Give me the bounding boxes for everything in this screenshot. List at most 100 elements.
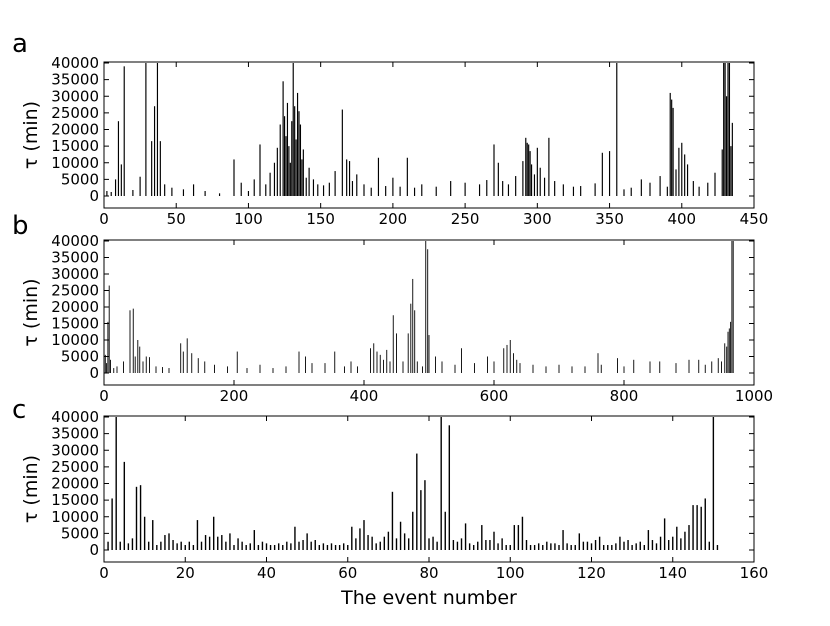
bar (698, 359, 700, 373)
y-tick-label: 0 (89, 187, 99, 205)
bar (692, 505, 694, 550)
bar (633, 359, 635, 373)
bar (731, 241, 733, 373)
bar (299, 124, 302, 196)
bar (672, 536, 674, 550)
y-tick-label: 20000 (51, 298, 99, 316)
bar (623, 366, 625, 373)
bar (427, 249, 429, 373)
bar (536, 147, 538, 196)
bar (330, 543, 333, 550)
bar (615, 543, 617, 550)
bar (110, 359, 111, 373)
bar (139, 176, 141, 196)
bar (546, 541, 548, 550)
bar (412, 511, 414, 550)
bar (578, 533, 581, 551)
bar (168, 368, 170, 373)
bar (110, 192, 112, 196)
bar (728, 328, 730, 373)
bar (529, 151, 531, 196)
bar (698, 186, 700, 196)
bar (277, 543, 280, 550)
bar (114, 179, 117, 197)
bar (608, 151, 611, 196)
bar (265, 184, 267, 196)
bar (279, 124, 281, 196)
bar (487, 356, 488, 373)
bar (196, 520, 199, 550)
bar (142, 361, 144, 373)
bar (119, 541, 121, 550)
bar (184, 545, 186, 550)
bar (570, 545, 572, 550)
bar (373, 343, 375, 373)
bar (696, 505, 698, 550)
bar (221, 535, 223, 550)
bar (598, 536, 601, 550)
bar (116, 366, 118, 373)
bar (261, 541, 264, 550)
bar (145, 63, 147, 196)
bar (151, 141, 153, 196)
bar (283, 116, 286, 196)
bar (481, 525, 483, 550)
bar (413, 187, 416, 196)
bar (659, 176, 661, 196)
bar (149, 357, 150, 373)
bar (428, 538, 430, 550)
y-tick-label: 0 (89, 364, 99, 382)
bar (204, 535, 207, 550)
bar (529, 545, 532, 550)
bar (403, 533, 406, 551)
bar (139, 346, 141, 373)
bar (627, 540, 629, 550)
x-tick-label: 1000 (735, 387, 773, 405)
bar (548, 137, 550, 196)
bar (584, 366, 586, 373)
bar (107, 321, 109, 373)
bar (730, 146, 732, 197)
bar (286, 541, 288, 550)
bar (428, 335, 430, 373)
bar (229, 533, 231, 551)
bar (396, 333, 397, 373)
bar (123, 461, 126, 550)
bar (478, 184, 481, 196)
bar (129, 310, 131, 373)
bar (156, 545, 158, 550)
bar (421, 184, 423, 196)
bar (139, 485, 142, 550)
bar (723, 63, 725, 196)
bar (435, 356, 436, 373)
bar (435, 186, 437, 196)
y-tick-label: 15000 (51, 137, 99, 155)
panel-a: 0500010000150002000025000300003500040000… (12, 29, 768, 228)
bar (649, 182, 651, 196)
bar (200, 541, 203, 550)
bar (288, 146, 290, 197)
bar (153, 106, 156, 196)
bar (375, 543, 377, 550)
bar (356, 174, 358, 196)
bar (311, 363, 313, 373)
bar (134, 356, 136, 373)
bar (676, 526, 678, 550)
bar (704, 364, 706, 373)
bar (385, 186, 387, 196)
bar (630, 187, 632, 196)
bar (543, 177, 546, 196)
bar (617, 358, 618, 373)
bar (259, 144, 261, 196)
x-tick-label: 60 (338, 564, 357, 582)
bar (295, 139, 297, 196)
bar (509, 545, 511, 550)
bar (412, 278, 414, 373)
bar (236, 351, 238, 373)
bar (704, 498, 706, 550)
bar (359, 528, 361, 550)
bar (684, 154, 686, 196)
bar (237, 538, 239, 550)
bar (672, 107, 674, 196)
